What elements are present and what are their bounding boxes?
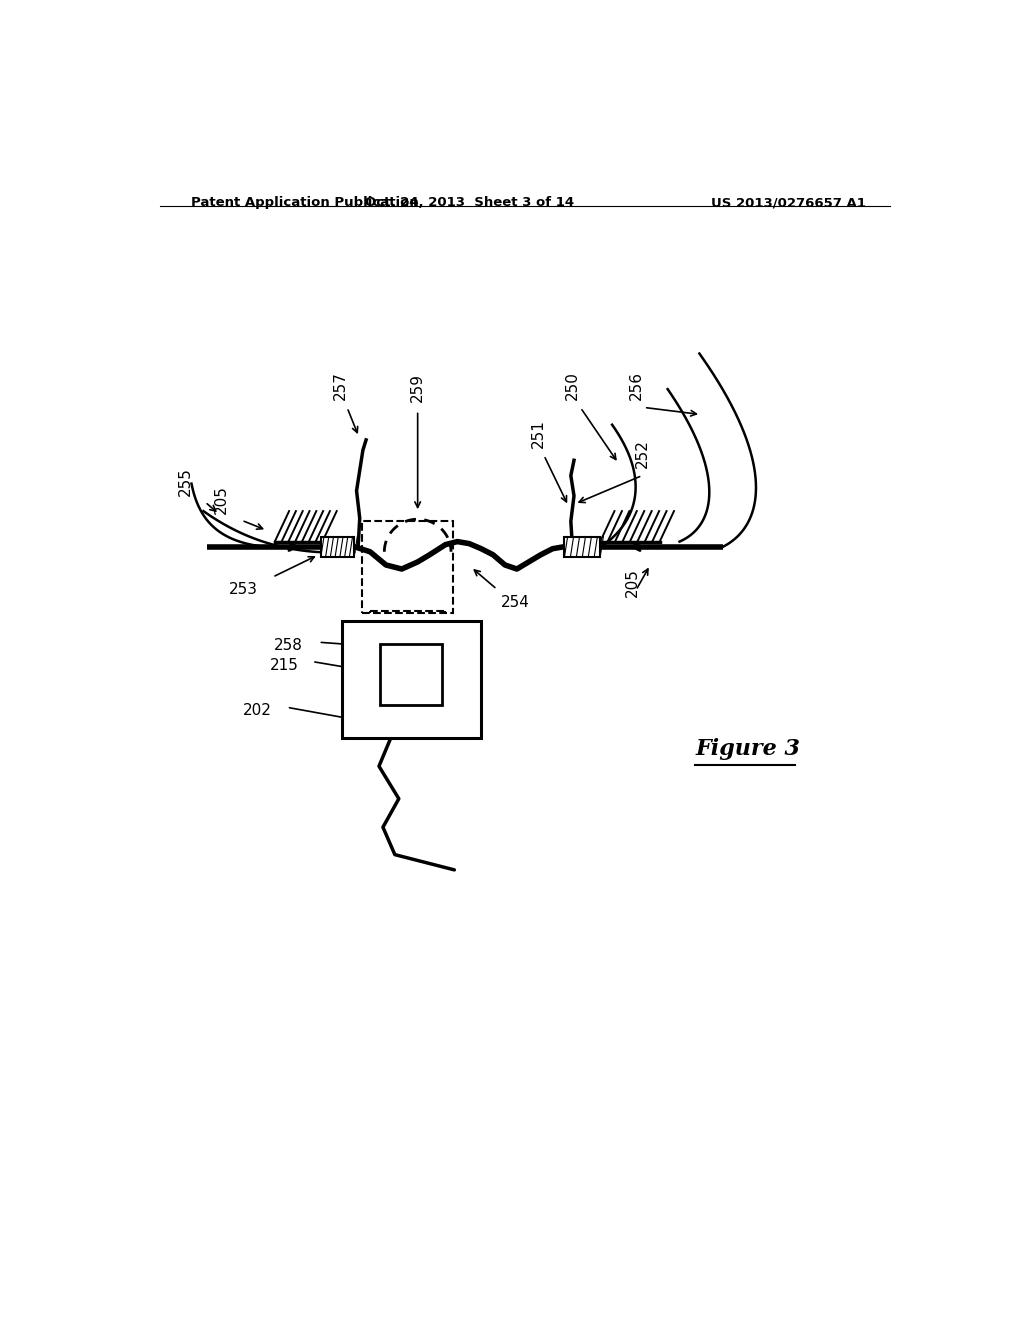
Text: Figure 3: Figure 3 — [695, 738, 801, 760]
Text: 215: 215 — [270, 659, 299, 673]
Text: 255: 255 — [177, 467, 193, 496]
Text: US 2013/0276657 A1: US 2013/0276657 A1 — [712, 195, 866, 209]
Text: Oct. 24, 2013  Sheet 3 of 14: Oct. 24, 2013 Sheet 3 of 14 — [365, 195, 573, 209]
Text: 256: 256 — [629, 371, 643, 400]
Text: Patent Application Publication: Patent Application Publication — [191, 195, 419, 209]
Bar — [362, 521, 454, 612]
Text: 205: 205 — [625, 569, 639, 598]
Text: 254: 254 — [501, 595, 529, 610]
Text: 251: 251 — [530, 420, 546, 447]
Bar — [564, 536, 600, 557]
Bar — [342, 620, 481, 738]
Text: 205: 205 — [214, 486, 229, 515]
Text: 258: 258 — [273, 638, 303, 653]
Text: 250: 250 — [565, 371, 580, 400]
Bar — [321, 536, 354, 557]
Text: 259: 259 — [411, 374, 425, 403]
Text: 202: 202 — [243, 704, 271, 718]
Text: 253: 253 — [228, 582, 258, 597]
Bar — [380, 644, 442, 705]
Text: 252: 252 — [635, 440, 650, 469]
Text: 257: 257 — [333, 371, 348, 400]
